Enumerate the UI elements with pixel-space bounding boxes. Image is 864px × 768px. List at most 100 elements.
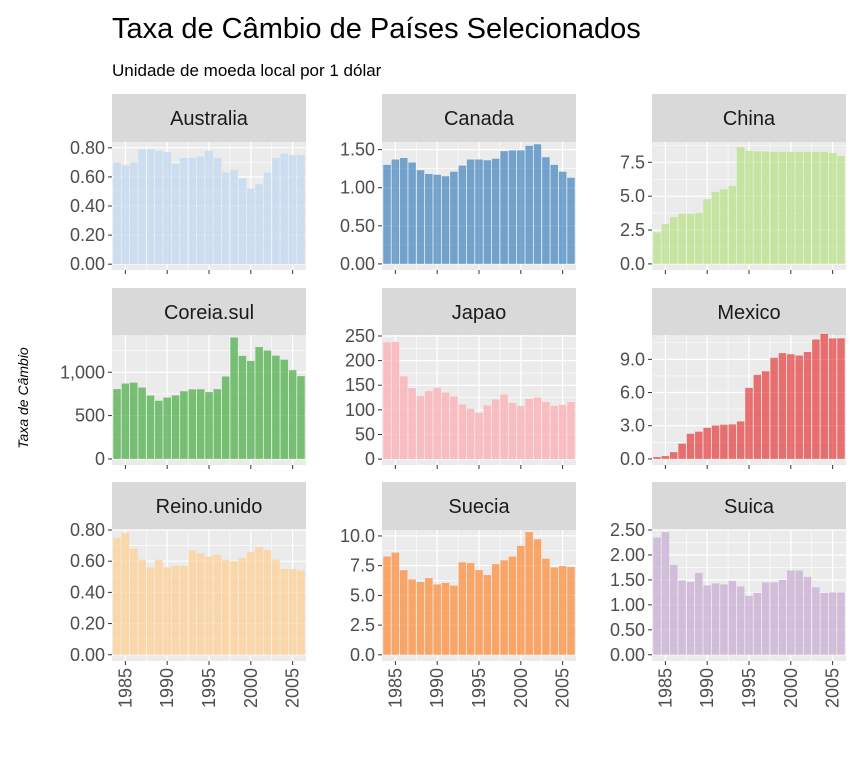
bar-japao-1985: [391, 341, 400, 460]
y-tick-label: 250: [345, 326, 375, 346]
bar-japao-1990: [433, 387, 441, 460]
bar-coreia-sul-1989: [155, 400, 163, 459]
bar-coreia-sul-1992: [180, 391, 188, 459]
bar-coreia-sul-2004: [280, 359, 289, 459]
facet-strip: [112, 94, 306, 142]
bar-canada-2003: [542, 157, 550, 264]
bar-china-1986: [669, 217, 678, 264]
bar-reino-unido-1991: [171, 565, 180, 655]
bar-australia-1986: [129, 162, 138, 265]
y-tick-label: 2.5: [620, 220, 645, 240]
bar-mexico-1989: [695, 431, 703, 459]
bar-canada-1985: [391, 159, 400, 264]
bar-australia-1985: [121, 165, 130, 265]
y-tick-label: 5.0: [350, 585, 375, 605]
y-tick-label: 0.20: [70, 614, 105, 634]
bar-suecia-1986: [399, 570, 408, 655]
bar-china-1992: [720, 189, 728, 264]
bar-china-2006: [837, 155, 845, 264]
bar-suecia-2004: [550, 567, 559, 655]
bar-japao-2005: [558, 404, 567, 460]
bar-mexico-2004: [820, 334, 829, 459]
x-tick-label: 2000: [781, 668, 801, 708]
bar-japao-1984: [383, 342, 391, 460]
bar-reino-unido-1986: [129, 548, 138, 655]
bar-reino-unido-1990: [163, 567, 171, 655]
bar-suica-1988: [686, 581, 695, 655]
bar-australia-1995: [205, 150, 213, 265]
y-tick-label: 5.0: [620, 186, 645, 206]
bar-suica-2005: [828, 592, 837, 655]
x-tick-label: 2000: [511, 668, 531, 708]
bar-coreia-sul-2002: [263, 350, 272, 459]
facet-strip: [382, 94, 576, 142]
bar-suecia-2006: [567, 567, 575, 655]
bar-japao-1994: [466, 408, 475, 460]
bar-australia-1990: [163, 152, 171, 265]
facet-strip: [652, 482, 846, 530]
y-tick-label: 1.50: [340, 140, 375, 160]
bar-reino-unido-1993: [188, 550, 197, 655]
facet-label: Suecia: [448, 496, 510, 518]
bar-coreia-sul-1986: [129, 382, 138, 459]
bar-australia-1998: [230, 169, 238, 265]
bar-australia-2003: [272, 158, 280, 265]
bar-reino-unido-1994: [196, 553, 205, 655]
bar-coreia-sul-2000: [247, 360, 255, 459]
panel-canada: Canada 0.00 0.50 1.00 1.50: [340, 94, 576, 274]
bar-reino-unido-1985: [121, 533, 130, 655]
x-tick-label: 1985: [115, 668, 135, 708]
bar-china-1998: [770, 151, 778, 264]
bar-mexico-1997: [761, 371, 770, 459]
y-tick-label: 0.50: [340, 216, 375, 236]
bar-china-2002: [803, 151, 812, 264]
y-tick-label: 0.00: [70, 645, 105, 665]
bar-mexico-1987: [678, 443, 686, 459]
y-tick-label: 6.0: [620, 383, 645, 403]
facet-label: Japao: [452, 302, 507, 324]
bar-japao-1998: [500, 394, 508, 460]
y-tick-label: 0: [95, 449, 105, 469]
bar-canada-2006: [567, 177, 575, 264]
bar-china-2005: [828, 152, 837, 264]
bar-suica-1994: [736, 586, 745, 655]
bar-canada-1993: [458, 165, 467, 264]
bar-coreia-sul-1993: [188, 389, 197, 459]
chart-subtitle: Unidade de moeda local por 1 dólar: [112, 61, 382, 80]
y-tick-label: 0.0: [620, 254, 645, 274]
y-tick-label: 7.5: [350, 556, 375, 576]
bar-mexico-2000: [787, 354, 795, 459]
y-tick-label: 0.80: [70, 138, 105, 158]
bar-mexico-2006: [837, 338, 845, 459]
x-tick-label: 1985: [385, 668, 405, 708]
x-tick-label: 2005: [823, 668, 843, 708]
bar-australia-1997: [221, 172, 230, 265]
bar-japao-1989: [425, 391, 433, 460]
y-tick-label: 0.00: [610, 645, 645, 665]
bar-suica-2003: [812, 587, 820, 655]
bar-reino-unido-1999: [238, 558, 247, 655]
bar-coreia-sul-1994: [196, 389, 205, 459]
bar-australia-1999: [238, 178, 247, 265]
y-tick-label: 0.00: [70, 254, 105, 274]
bar-suica-1995: [745, 595, 753, 655]
bar-canada-1991: [441, 176, 450, 264]
bar-australia-1989: [155, 150, 163, 265]
bar-suica-1999: [778, 579, 787, 655]
y-tick-label: 0.50: [610, 620, 645, 640]
bar-mexico-1990: [703, 427, 711, 459]
bar-japao-1991: [441, 392, 450, 460]
y-tick-label: 0.80: [70, 520, 105, 540]
bar-japao-1997: [491, 399, 500, 460]
bar-suica-1989: [695, 572, 703, 655]
bar-coreia-sul-1985: [121, 383, 130, 459]
bar-mexico-1995: [745, 387, 753, 459]
bar-suica-2006: [837, 592, 845, 655]
y-axis-label: Taxa de Câmbio: [15, 347, 31, 449]
bar-coreia-sul-1997: [221, 376, 230, 459]
bar-mexico-1986: [669, 452, 678, 459]
bar-china-1985: [661, 224, 670, 264]
bar-japao-1999: [508, 402, 517, 460]
bar-mexico-1996: [753, 374, 762, 459]
